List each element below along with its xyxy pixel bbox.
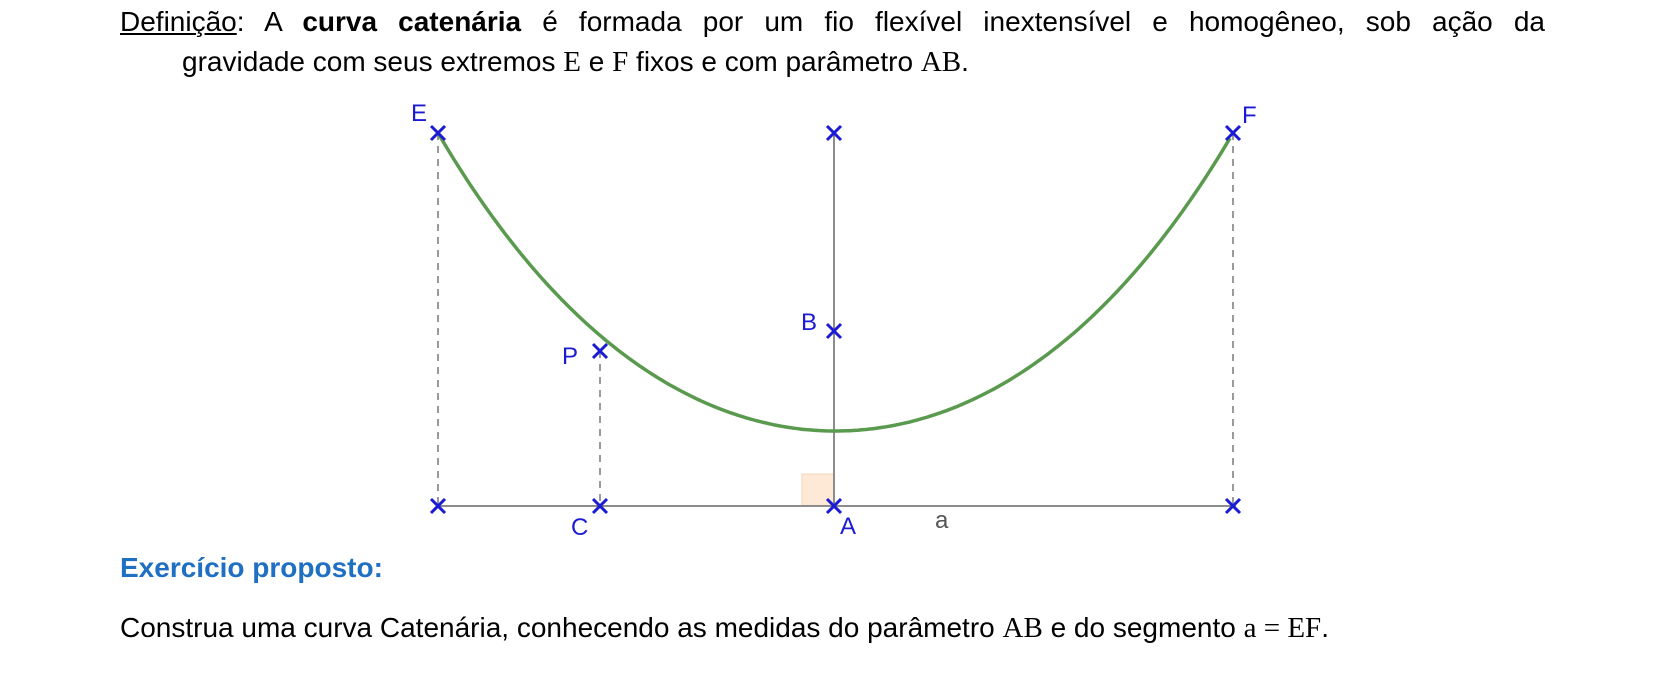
math-AB: AB xyxy=(920,46,962,78)
definition-label: Definição xyxy=(120,6,237,37)
point-B-marker xyxy=(825,322,843,340)
point-E-marker xyxy=(429,124,447,142)
point-base-left-marker xyxy=(429,497,447,515)
exercise-math-AB: AB xyxy=(1002,612,1043,644)
label-P: P xyxy=(562,343,578,370)
definition-text-1: é formada por um fio flexível inextensív… xyxy=(521,6,1545,37)
definition-text-2d: . xyxy=(961,46,969,77)
label-F: F xyxy=(1242,102,1257,129)
definition-text-2a: gravidade com seus extremos xyxy=(182,46,564,77)
definition-line-1: Definição: A curva catenária é formada p… xyxy=(120,2,1545,42)
exercise-heading: Exercício proposto: xyxy=(120,552,383,583)
exercise-text-1: Construa uma curva Catenária, conhecendo… xyxy=(120,612,1003,643)
definition-text-2c: fixos e com parâmetro xyxy=(628,46,921,77)
point-markers xyxy=(429,124,1242,515)
point-F-marker xyxy=(1224,124,1242,142)
point-P-marker xyxy=(591,342,609,360)
right-angle-marker xyxy=(801,473,835,507)
exercise-text-2: e do segmento xyxy=(1042,612,1244,643)
label-C: C xyxy=(571,514,588,541)
point-C-marker xyxy=(591,497,609,515)
definition-paragraph: Definição: A curva catenária é formada p… xyxy=(120,2,1545,82)
label-B: B xyxy=(801,309,817,336)
point-base-right-marker xyxy=(1224,497,1242,515)
definition-text-2b: e xyxy=(581,46,613,77)
math-E: E xyxy=(563,46,581,78)
catenary-curve xyxy=(436,132,1232,433)
definition-colon: : A xyxy=(236,6,303,37)
math-F: F xyxy=(612,46,629,78)
definition-line-2: gravidade com seus extremos E e F fixos … xyxy=(120,42,1545,82)
point-A-marker xyxy=(825,497,843,515)
definition-term: curva catenária xyxy=(302,6,522,37)
label-A: A xyxy=(840,513,856,540)
exercise-text-3: . xyxy=(1321,612,1329,643)
exercise-math-expr: a = EF xyxy=(1243,612,1322,644)
label-E: E xyxy=(411,100,427,127)
label-segment-a: a xyxy=(935,507,949,534)
exercise-statement: Construa uma curva Catenária, conhecendo… xyxy=(120,612,1329,645)
point-top-marker xyxy=(825,124,843,142)
